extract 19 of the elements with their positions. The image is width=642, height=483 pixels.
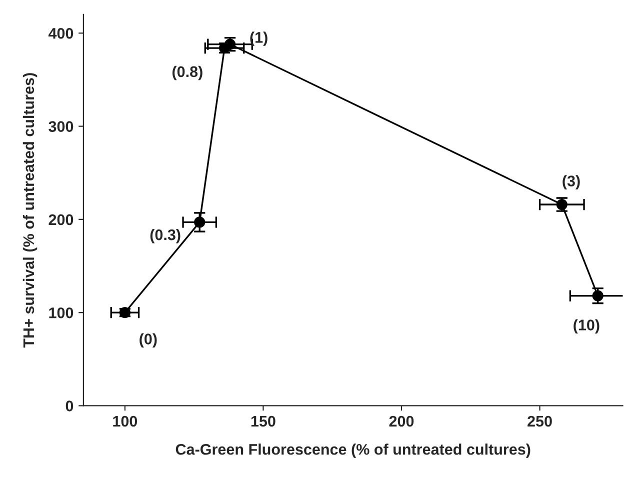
point: [194, 216, 206, 228]
x-tick-label: 250: [528, 416, 552, 427]
point: [592, 290, 604, 302]
annotation: (0.8): [172, 66, 202, 80]
y-tick-label: 300: [48, 121, 74, 132]
annotation: (0.3): [150, 228, 180, 244]
y-tick-label: 100: [49, 307, 74, 318]
annotation: (10): [574, 319, 600, 334]
y-tick-label: 400: [48, 28, 74, 39]
annotation: (1): [250, 32, 268, 46]
y-axis-title: TH+ survival (% of untreated cultures): [22, 73, 38, 348]
x-axis-title: Ca-Green Fluorescence (% of untreated cultures): [176, 444, 530, 458]
annotation: (3): [562, 175, 580, 190]
x-tick-label: 200: [389, 416, 414, 427]
x-tick-label: 100: [113, 416, 138, 427]
annotation: (0): [140, 333, 157, 348]
x-tick-label: 150: [251, 416, 276, 427]
y-tick-label: 0: [66, 400, 74, 412]
y-tick-label: 200: [48, 214, 74, 226]
